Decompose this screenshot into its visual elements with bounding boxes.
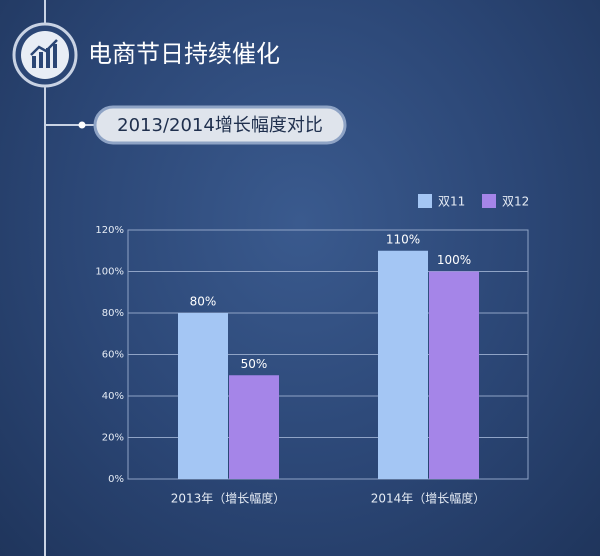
legend-label: 双11 <box>438 195 465 209</box>
value-label: 50% <box>241 357 268 371</box>
legend-swatch <box>482 194 496 208</box>
bar <box>378 250 428 479</box>
y-tick-label: 120% <box>95 225 124 236</box>
subtitle-pill <box>93 105 347 145</box>
value-label: 110% <box>386 232 420 246</box>
y-tick-label: 20% <box>102 433 124 444</box>
chart-title: 电商节日持续催化 <box>88 40 280 68</box>
legend-label: 双12 <box>502 195 529 209</box>
bar <box>429 271 479 479</box>
value-label: 80% <box>190 295 217 309</box>
bar <box>229 375 279 479</box>
icon-disc <box>21 31 69 79</box>
value-label: 100% <box>437 253 471 267</box>
y-tick-label: 80% <box>102 308 124 319</box>
icon-arrow <box>30 39 58 56</box>
y-tick-label: 40% <box>102 391 124 402</box>
y-tick-label: 60% <box>102 350 124 361</box>
connector-dot <box>78 121 86 129</box>
y-tick-label: 0% <box>108 474 124 485</box>
x-tick-label: 2014年（增长幅度） <box>371 491 486 506</box>
legend-swatch <box>418 194 432 208</box>
chart-subtitle: 2013/2014增长幅度对比 <box>117 115 323 136</box>
x-tick-label: 2013年（增长幅度） <box>171 491 286 506</box>
bar <box>178 313 228 479</box>
icon-bars <box>32 44 57 68</box>
y-tick-label: 100% <box>95 267 124 278</box>
